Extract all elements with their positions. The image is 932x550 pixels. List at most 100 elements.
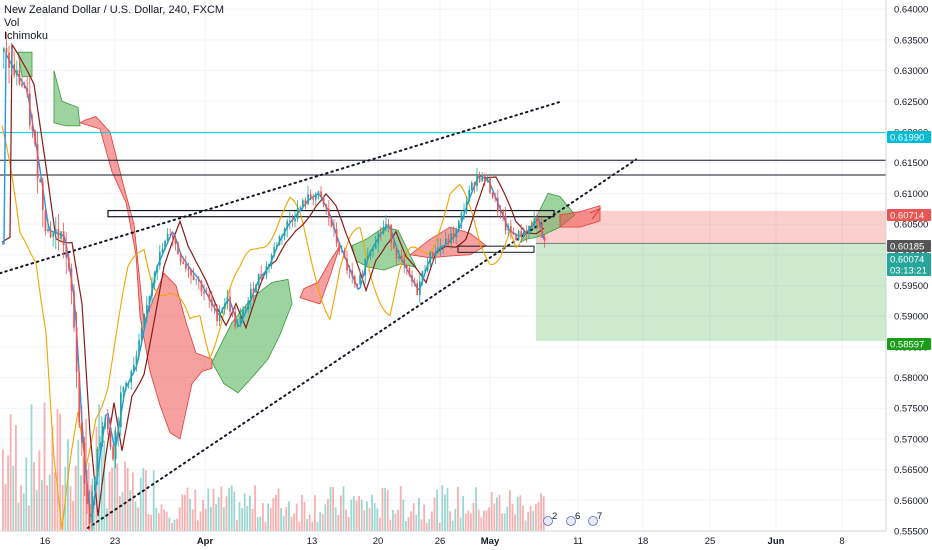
volume-bar [527,512,529,531]
candle-body [75,327,78,373]
event-count: 6 [575,511,580,522]
candle-body [486,177,489,182]
candle-body [291,220,294,222]
volume-bar [126,468,129,531]
y-tick-label: 0.55500 [894,527,928,538]
candle-body [26,88,29,94]
volume-bar [457,486,459,531]
candle-body [302,200,304,208]
volume-bar [293,513,295,531]
candle-body [130,370,133,383]
candle-body [390,224,393,243]
candle-body [179,253,182,262]
volume-bar [147,513,150,531]
volume-bar [532,510,535,531]
volume-bar [329,486,332,531]
price-tag-label: 0.58597 [890,340,924,351]
candle-body [174,238,177,244]
volume-bar [106,508,108,531]
candle-body [31,125,34,131]
candle-body [177,243,179,254]
candle-body [385,224,387,228]
candle-body [502,211,504,216]
volume-bar [35,490,38,531]
candle-body [148,296,151,305]
chikou-line [1,125,521,530]
volume-bar [368,508,371,531]
chart-title: New Zealand Dollar / U.S. Dollar, 240, F… [4,4,225,16]
volume-bar [116,463,119,531]
volume-bar [324,504,327,531]
candle-body [101,426,104,443]
candle-body [283,228,286,237]
candle-body [447,238,450,244]
y-tick-label: 0.61500 [894,158,928,169]
x-tick-label: 25 [705,536,716,547]
volume-bar [59,413,61,531]
candle-body [138,340,140,356]
y-tick-label: 0.60500 [894,220,928,231]
candle-body [364,259,367,276]
volume-bar [4,484,7,531]
candle-body [325,204,328,209]
price-tag-label: 0.61990 [890,133,924,144]
y-tick-label: 0.61000 [894,189,928,200]
candle-body [478,174,481,182]
volume-bar [436,489,438,531]
x-tick-label: 26 [435,536,446,547]
candle-body [218,312,221,322]
volume-bar [285,507,288,531]
volume-bar [454,508,457,531]
candle-body [263,275,265,277]
volume-bar [412,503,415,531]
candle-body [455,228,458,238]
volume-bar [308,514,311,531]
volume-bar [509,490,511,531]
candle-body [406,264,408,269]
candle-body [70,268,73,291]
position-target-zone [536,243,886,341]
candle-body [109,429,112,447]
volume-bar [241,508,243,531]
candle-body [99,442,101,449]
candle-body [400,255,403,260]
cloud-bullish [53,70,81,127]
volume-bar [423,504,425,531]
volume-bar [77,439,80,531]
volume-bar [69,486,72,531]
volume-bar [498,494,501,531]
candle-body [213,305,216,307]
volume-bar [485,510,488,531]
volume-bar [337,515,340,531]
volume-bar [407,517,410,531]
candle-body [515,234,517,241]
y-tick-label: 0.62500 [894,97,928,108]
y-tick-label: 0.57000 [894,434,928,445]
candle-body [203,291,205,294]
volume-bar [20,485,22,531]
candle-body [408,268,411,276]
volume-bar [103,440,106,531]
candle-body [65,245,68,258]
candle-body [242,309,244,317]
candle-body [164,240,166,250]
x-tick-label: 23 [110,536,121,547]
volume-bar [82,456,85,531]
indicator-vol[interactable]: Vol [4,17,20,29]
volume-bar [415,514,418,531]
candle-body [458,220,460,229]
candle-body [413,281,416,284]
volume-bar [139,477,142,531]
candle-body [296,208,299,219]
candle-body [73,290,75,328]
volume-bar [215,504,217,531]
indicator-ichimoku[interactable]: Ichimoku [4,30,49,42]
volume-bar [397,509,399,531]
volume-bar [56,409,59,531]
candle-body [484,174,486,182]
candle-body [104,417,107,427]
candle-body [146,304,148,314]
candle-body [278,236,281,246]
candle-body [42,182,44,211]
